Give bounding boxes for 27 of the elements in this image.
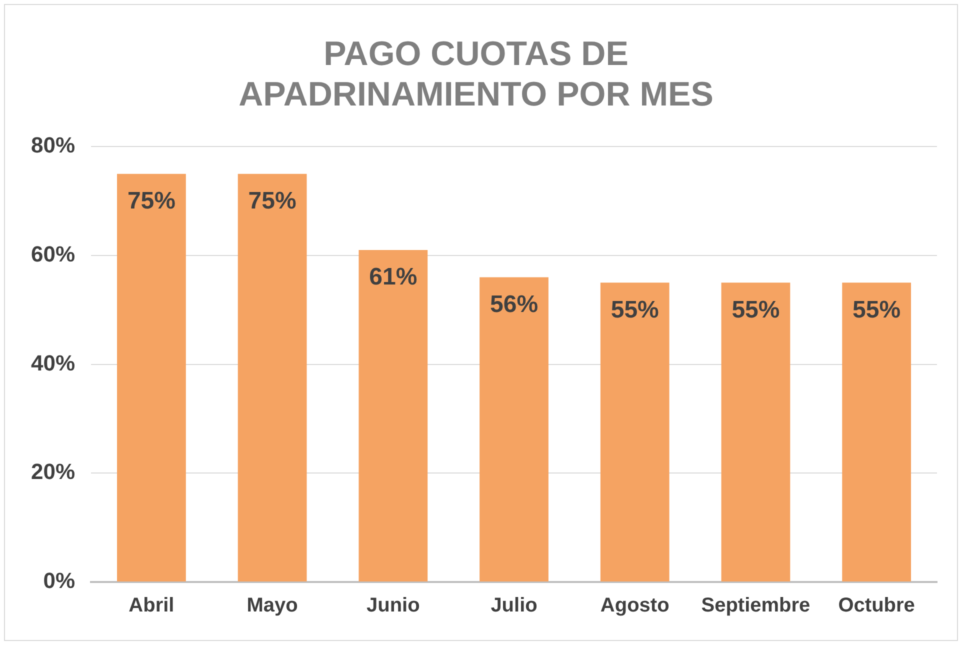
y-tick-label: 80%: [30, 132, 76, 158]
bar: [721, 282, 790, 582]
bar: [117, 174, 186, 582]
bar: [842, 282, 912, 582]
bar: [238, 174, 307, 582]
x-tick-label: Septiembre: [701, 594, 810, 617]
data-label: 75%: [127, 187, 176, 214]
data-label: 55%: [610, 296, 659, 324]
x-tick-label: Agosto: [600, 594, 670, 617]
data-label: 55%: [852, 296, 901, 324]
x-tick-label: Mayo: [246, 594, 298, 617]
data-label: 75%: [248, 187, 296, 214]
bar: [480, 277, 548, 582]
data-label: 61%: [369, 264, 418, 291]
y-tick-label: 0%: [43, 568, 76, 594]
x-tick-label: Abril: [128, 594, 174, 617]
y-tick-label: 60%: [30, 242, 76, 267]
bar: [600, 282, 670, 582]
y-tick-label: 40%: [30, 350, 76, 376]
chart-title: PAGO CUOTAS DE APADRINAMIENTO POR MES: [238, 34, 714, 114]
bar: [358, 250, 428, 582]
x-tick-label: Junio: [366, 594, 420, 617]
data-label: 55%: [732, 296, 780, 324]
data-label: 56%: [490, 290, 538, 318]
x-tick-label: Octubre: [838, 594, 915, 617]
y-tick-label: 20%: [30, 459, 76, 484]
x-tick-label: Julio: [490, 594, 538, 617]
